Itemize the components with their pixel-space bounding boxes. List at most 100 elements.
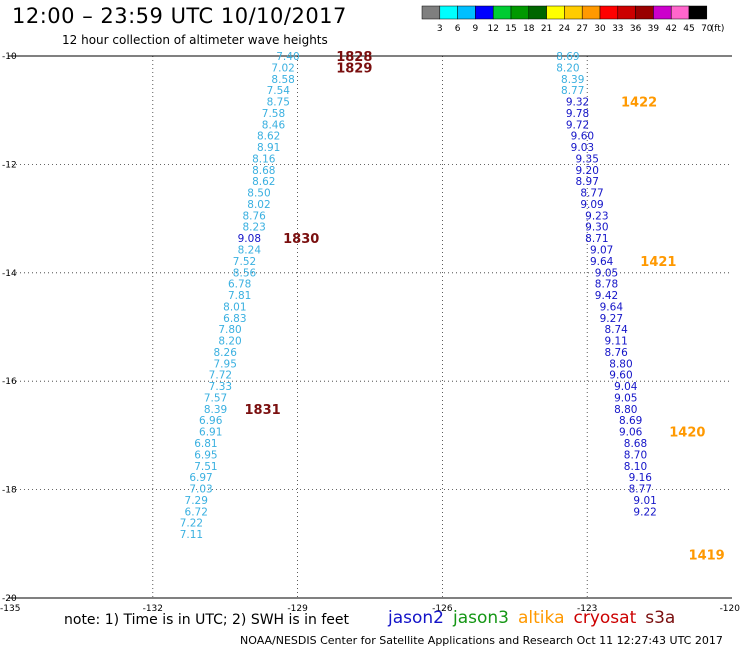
wave-height-value: 7.72 [209,370,232,382]
map-subtitle: 12 hour collection of altimeter wave hei… [62,33,328,47]
longitude-tick-label: -120 [720,604,740,614]
wave-height-value: 7.52 [233,256,256,268]
wave-height-value: 7.29 [185,495,208,507]
satellite-legend: jason2 jason3 altika cryosat s3a [388,608,684,628]
longitude-tick-label: -135 [0,604,20,614]
wave-height-value: 7.33 [209,381,232,393]
credit-line: NOAA/NESDIS Center for Satellite Applica… [240,634,723,647]
wave-height-value: 8.91 [257,142,280,154]
longitude-tick-label: -129 [287,604,308,614]
latitude-tick-label: -20 [2,594,17,604]
wave-height-value: 7.22 [180,518,203,530]
color-scale-label: 36 [630,24,642,34]
wave-height-value: 9.42 [595,290,618,302]
wave-height-value: 6.95 [194,449,217,461]
wave-height-value: 8.76 [604,347,628,359]
color-scale-label: 27 [576,24,587,34]
wave-height-value: 7.54 [267,85,291,97]
wave-height-value: 8.97 [576,176,599,188]
wave-height-value: 8.78 [595,279,618,291]
color-scale-legend: 3 6 9 12 15 18 21 24 27 30 33 36 39 42 45 70(ft) [421,5,725,34]
wave-height-value: 8.24 [238,244,262,256]
wave-height-value: 9.16 [629,472,653,484]
wave-height-value: 7.57 [204,392,227,404]
wave-height-value: 9.20 [576,165,599,177]
wave-height-value: 9.06 [619,427,643,439]
wave-height-value: 8.69 [619,415,642,427]
color-scale-label: 30 [594,24,606,34]
wave-height-value: 8.46 [262,119,286,131]
color-scale-label: 6 [455,24,461,34]
pass-time-label: 1419 [689,549,725,564]
wave-height-value: 9.04 [614,381,638,393]
wave-height-value: 9.27 [600,313,623,325]
wave-height-value: 8.01 [223,301,246,313]
latitude-tick-label: -18 [2,486,17,496]
legend-s3a: s3a [645,608,676,628]
wave-height-value: 6.81 [194,438,217,450]
wave-height-value: 9.64 [590,256,614,268]
wave-height-value: 8.23 [242,222,265,234]
legend-jason2: jason2 [388,608,444,628]
wave-height-value: 8.74 [604,324,628,336]
pass-time-label: 1420 [669,426,705,441]
wave-height-value: 8.50 [247,188,270,200]
wave-height-value: 8.80 [614,404,637,416]
pass-time-label: 1422 [621,96,657,111]
wave-height-value: 9.09 [580,199,603,211]
color-scale-label: 3 [437,24,443,34]
wave-height-value: 6.83 [223,313,246,325]
wave-height-value: 8.77 [561,85,584,97]
wave-height-value: 8.76 [242,210,266,222]
wave-height-value: 8.80 [609,358,632,370]
wave-height-value: 9.11 [604,336,627,348]
wave-height-value: 8.26 [214,347,238,359]
wave-height-value: 7.03 [189,484,212,496]
wave-height-value: 7.02 [271,62,294,74]
color-scale-label: 9 [473,24,479,34]
wave-height-value: 8.39 [561,74,584,86]
wave-height-value: 7.80 [218,324,241,336]
color-scale-label: 42 [665,24,676,34]
longitude-tick-label: -126 [432,604,453,614]
units-note: note: 1) Time is in UTC; 2) SWH is in fe… [64,612,350,628]
latitude-tick-label: -10 [2,52,17,62]
legend-cryosat: cryosat [573,608,637,628]
wave-height-value: 9.01 [633,495,656,507]
wave-height-value: 9.03 [571,142,594,154]
latitude-tick-label: -12 [2,160,17,170]
wave-height-value: 8.77 [629,484,652,496]
color-scale-unit: (ft) [711,24,725,34]
wave-height-value: 8.69 [556,51,579,63]
color-scale-label: 18 [523,24,535,34]
wave-height-value: 8.62 [252,176,275,188]
legend-altika: altika [518,608,565,628]
color-scale-label: 15 [505,24,516,34]
color-scale-label: 21 [541,24,552,34]
wave-height-value: 7.81 [228,290,251,302]
legend-jason3: jason3 [453,608,509,628]
wave-height-value: 9.32 [566,97,589,109]
wave-height-value: 8.68 [624,438,647,450]
wave-height-value: 8.39 [204,404,227,416]
wave-height-value: 9.23 [585,210,608,222]
color-scale-label: 45 [683,24,694,34]
wave-height-value: 6.72 [185,506,208,518]
wave-height-value: 8.75 [267,97,290,109]
color-scale-label: 12 [487,24,498,34]
wave-height-value: 8.20 [556,62,579,74]
pass-time-label: 1829 [336,61,372,76]
wave-height-value: 7.51 [194,461,217,473]
wave-height-value: 8.56 [233,267,257,279]
wave-height-value: 6.91 [199,427,222,439]
wave-height-value: 8.62 [257,131,280,143]
wave-height-value: 8.70 [624,449,647,461]
color-scale-label: 24 [559,24,571,34]
wave-height-value: 9.64 [600,301,624,313]
color-swatch [688,5,708,20]
pass-time-label: 1421 [640,255,676,270]
wave-height-value: 8.58 [271,74,294,86]
latitude-tick-label: -14 [2,269,17,279]
wave-height-value: 9.22 [633,506,656,518]
